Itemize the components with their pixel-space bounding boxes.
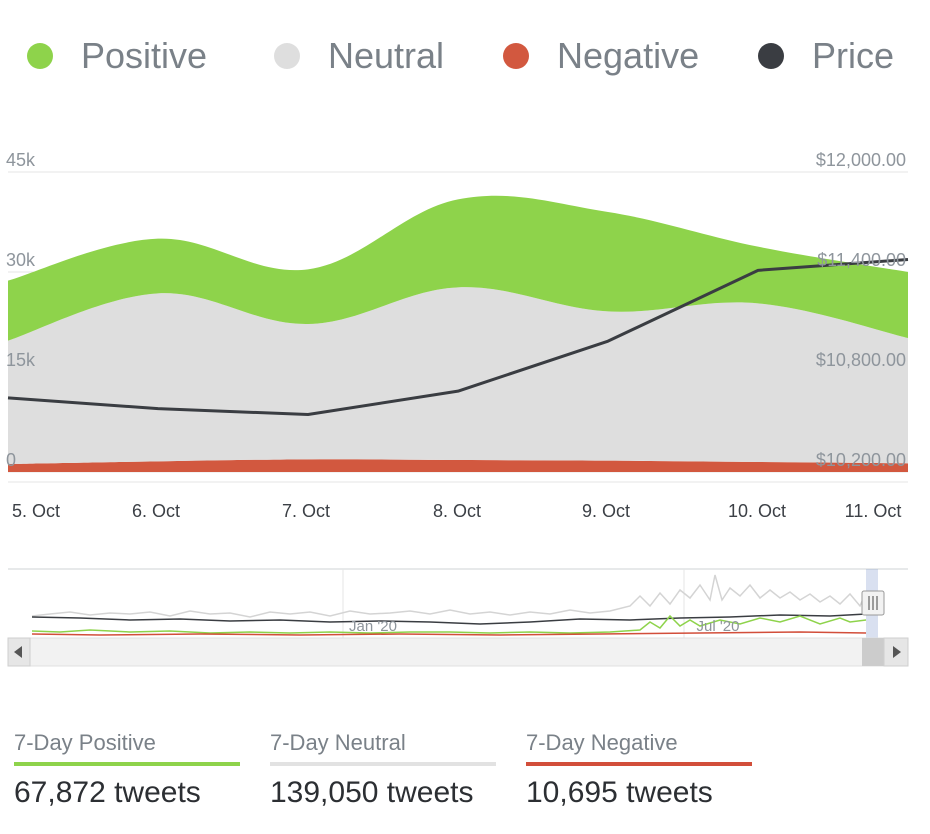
x-tick-label: 7. Oct — [282, 501, 330, 521]
legend-positive-marker — [27, 43, 53, 69]
scrollbar-track[interactable] — [7, 637, 909, 667]
navigator-handle[interactable] — [861, 590, 885, 616]
summary-stats: 7-Day Positive 67,872 tweets 7-Day Neutr… — [14, 730, 752, 810]
y-left-tick-label: 30k — [6, 250, 36, 270]
price-series — [7, 258, 909, 416]
y-left-tick-label: 15k — [6, 350, 36, 370]
legend-item-positive[interactable]: Positive — [27, 35, 207, 76]
x-tick-label: 10. Oct — [728, 501, 786, 521]
negative-stat-label: 7-Day Negative — [526, 730, 752, 766]
line-price — [7, 258, 909, 416]
navigator-date-label: Jul '20 — [697, 618, 740, 635]
scroll-right-arrow-icon — [893, 646, 901, 658]
legend-price-marker — [758, 43, 784, 69]
navigator-positive-line — [31, 614, 867, 634]
positive-stat-value: 67,872 tweets — [14, 776, 201, 809]
area-negative — [8, 459, 908, 472]
y-right-tick-label: $10,800.00 — [816, 350, 906, 370]
navigator[interactable]: Jan '20 Jul '20 — [7, 568, 909, 667]
negative-stat: 7-Day Negative 10,695 tweets — [526, 730, 752, 810]
legend-negative-marker — [503, 43, 529, 69]
legend-positive-label: Positive — [81, 35, 207, 76]
area-neutral — [8, 287, 908, 464]
neutral-stat-value: 139,050 tweets — [270, 776, 474, 809]
x-tick-label: 8. Oct — [433, 501, 481, 521]
y-left-tick-label: 0 — [6, 450, 16, 470]
x-tick-label: 9. Oct — [582, 501, 630, 521]
x-tick-label: 11. Oct — [845, 501, 902, 521]
positive-stat: 7-Day Positive 67,872 tweets — [14, 730, 240, 810]
legend-neutral-marker — [274, 43, 300, 69]
legend-item-negative[interactable]: Negative — [503, 35, 699, 76]
navigator-neutral-line — [31, 574, 867, 618]
neutral-stat-label: 7-Day Neutral — [270, 730, 496, 766]
legend-neutral-label: Neutral — [328, 35, 444, 76]
scrollbar-thumb[interactable] — [862, 638, 884, 666]
y-right-tick-label: $12,000.00 — [816, 150, 906, 170]
legend-item-price[interactable]: Price — [758, 35, 894, 76]
chart-legend: Positive Neutral Negative Price — [27, 35, 894, 76]
navigator-date-label: Jan '20 — [349, 618, 397, 635]
x-tick-label: 5. Oct — [12, 501, 60, 521]
y-right-tick-label: $10,200.00 — [816, 450, 906, 470]
chart-areas — [8, 195, 908, 483]
navigator-scrollbar[interactable] — [7, 637, 909, 667]
y-left-tick-label: 45k — [6, 150, 36, 170]
neutral-stat: 7-Day Neutral 139,050 tweets — [270, 730, 496, 810]
legend-price-label: Price — [812, 35, 894, 76]
positive-stat-label: 7-Day Positive — [14, 730, 240, 766]
navigator-price-line — [31, 613, 867, 625]
legend-item-neutral[interactable]: Neutral — [274, 35, 444, 76]
y-right-tick-label: $11,400.00 — [817, 250, 906, 270]
navigator-negative-line — [31, 631, 867, 636]
x-tick-label: 6. Oct — [132, 501, 180, 521]
legend-negative-label: Negative — [557, 35, 699, 76]
negative-stat-value: 10,695 tweets — [526, 776, 713, 809]
scroll-left-arrow-icon — [14, 646, 22, 658]
chart-axes: 0 15k 30k 45k $10,200.00 $10,800.00 $11,400.00… — [6, 150, 906, 521]
